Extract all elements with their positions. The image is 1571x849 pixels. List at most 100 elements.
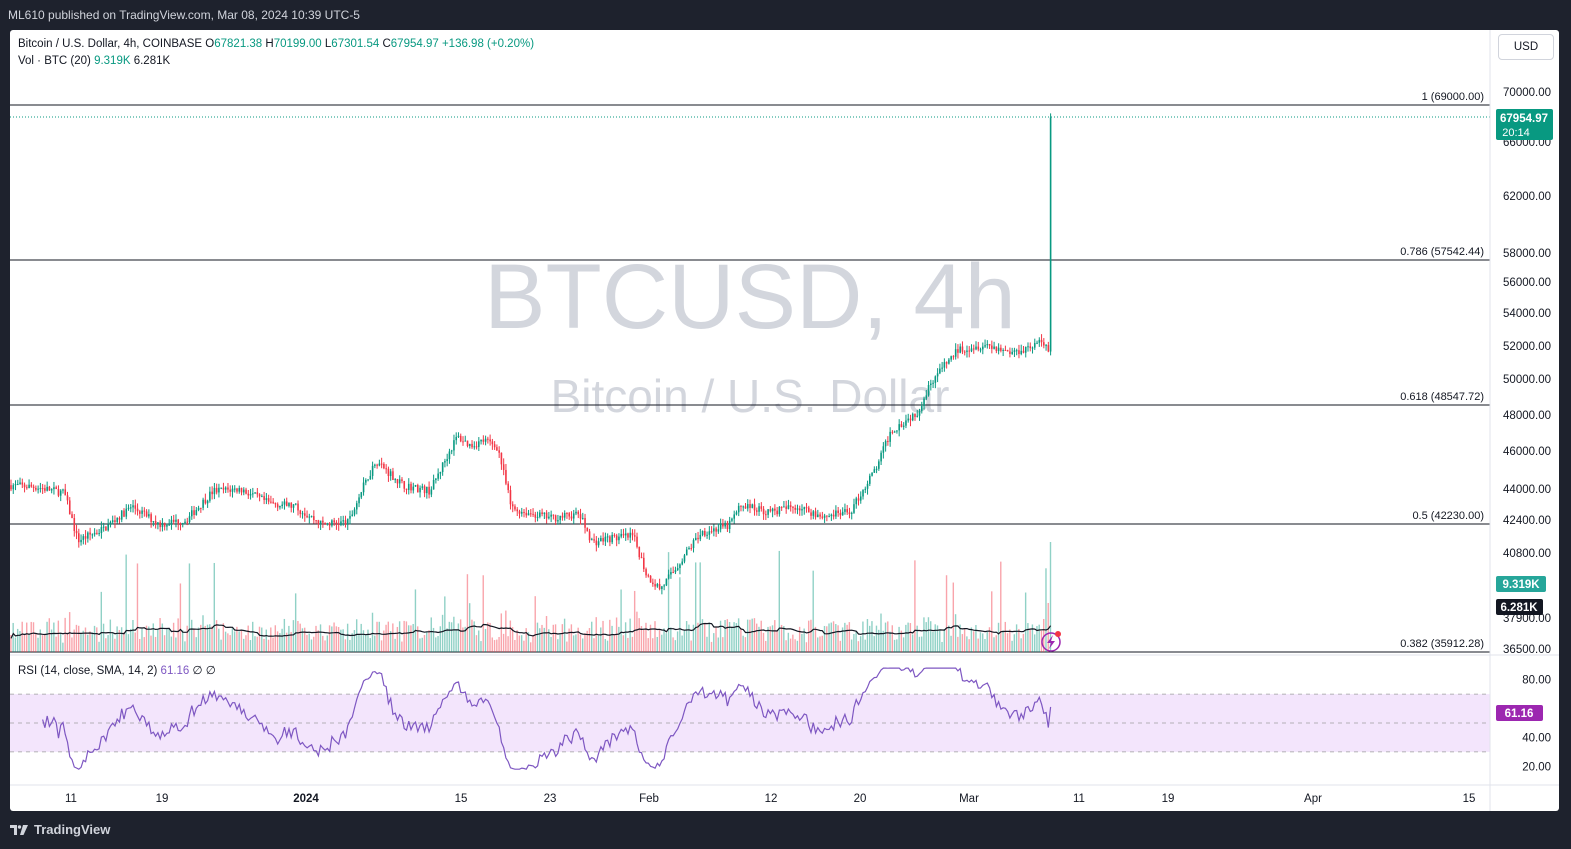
volume-bar <box>367 629 369 652</box>
volume-bar <box>647 638 649 652</box>
volume-bar <box>762 632 765 652</box>
volume-bar <box>254 636 256 652</box>
symbol-label[interactable]: Bitcoin / U.S. Dollar, 4h, COINBASE <box>18 38 203 50</box>
volume-bar <box>507 636 509 652</box>
candle-body <box>132 505 134 508</box>
volume-bar <box>181 630 184 652</box>
currency-button[interactable]: USD <box>1498 34 1554 60</box>
candle-body <box>265 498 268 500</box>
candle-body <box>299 510 302 515</box>
time-tick-label: 23 <box>544 793 557 805</box>
candle-body <box>520 511 523 514</box>
low-label: L <box>324 38 332 50</box>
candle-body <box>349 516 351 519</box>
candle-body <box>59 490 62 496</box>
candle-body <box>148 514 150 517</box>
volume-bar <box>337 627 340 652</box>
candle-body <box>410 483 412 491</box>
volume-bar <box>857 641 860 652</box>
volume-bar <box>206 624 209 652</box>
candle-body <box>882 446 885 453</box>
candle-body <box>826 515 828 517</box>
candle-body <box>975 346 977 350</box>
volume-bar <box>410 625 412 652</box>
candle-body <box>98 533 100 535</box>
candle-body <box>44 488 46 491</box>
volume-bar <box>873 636 875 652</box>
volume-bar <box>963 628 966 652</box>
candle-body <box>394 479 396 481</box>
candle-body <box>498 450 500 453</box>
tradingview-logo[interactable]: TradingView <box>10 822 110 837</box>
candle-body <box>283 501 286 505</box>
volume-bar <box>798 626 801 652</box>
candle-body <box>267 498 270 502</box>
candle-body <box>523 511 525 513</box>
candle-body <box>864 488 867 490</box>
volume-bar <box>830 622 832 652</box>
volume-bar <box>771 625 774 652</box>
volume-bar <box>618 626 620 652</box>
rsi-label[interactable]: RSI (14, close, SMA, 14, 2) <box>18 665 158 677</box>
candle-body <box>832 514 835 517</box>
volume-bar <box>294 593 297 652</box>
volume-bar <box>674 640 677 652</box>
last-price-value: 67954.97 <box>1500 113 1548 125</box>
volume-label[interactable]: Vol · BTC (20) <box>18 55 91 67</box>
candle-body <box>557 520 559 522</box>
candle-body <box>534 514 537 518</box>
volume-bar <box>407 625 410 652</box>
candle-body <box>905 420 907 426</box>
candle-body <box>41 488 44 490</box>
candle-body <box>233 488 236 490</box>
volume-bar <box>923 617 925 652</box>
volume-bar <box>398 621 401 652</box>
candle-body <box>828 516 830 518</box>
volume-bar <box>1018 628 1020 652</box>
time-tick-label: 19 <box>156 793 169 805</box>
volume-bar <box>290 631 292 652</box>
lightning-icon[interactable] <box>1041 631 1061 652</box>
volume-bar <box>945 575 948 652</box>
candle-body <box>252 493 254 495</box>
volume-bar <box>267 639 270 652</box>
candle-body <box>719 524 722 530</box>
candle-body <box>704 530 706 536</box>
candle-body <box>920 406 923 411</box>
volume-bar <box>279 633 281 652</box>
volume-bar <box>785 640 787 652</box>
volume-bar <box>491 637 493 652</box>
volume-bar <box>805 642 808 652</box>
candle-body <box>552 514 555 516</box>
rsi-legend: RSI (14, close, SMA, 14, 2) 61.16 ∅ ∅ <box>18 663 216 677</box>
candle-body <box>509 490 512 505</box>
volume-bar <box>679 577 681 652</box>
close-label: C <box>382 38 391 50</box>
candle-body <box>859 496 862 501</box>
candle-body <box>96 532 98 534</box>
candle-body <box>157 522 159 525</box>
ohlc-row: Bitcoin / U.S. Dollar, 4h, COINBASE O678… <box>18 36 534 53</box>
candle-body <box>830 514 833 517</box>
candle-body <box>355 503 358 510</box>
candle-body <box>30 484 33 487</box>
candle-body <box>710 531 713 533</box>
price-axis[interactable]: 70000.0066000.0062000.0058000.0056000.00… <box>1503 87 1551 773</box>
volume-bar <box>853 634 855 652</box>
volume-bar <box>157 628 159 652</box>
volume-bar <box>331 626 333 652</box>
tradingview-logo-icon <box>10 824 28 835</box>
price-tick-label: 62000.00 <box>1503 191 1551 203</box>
volume-bar <box>717 637 719 652</box>
candle-body <box>579 514 582 519</box>
candle-body <box>676 568 679 571</box>
candle-body <box>869 475 871 484</box>
volume-value: 9.319K <box>94 55 131 67</box>
chart-frame[interactable]: BTCUSD, 4h Bitcoin / U.S. Dollar 1 (6900… <box>10 30 1559 811</box>
chart-canvas[interactable]: BTCUSD, 4h Bitcoin / U.S. Dollar 1 (6900… <box>10 30 1559 811</box>
time-axis[interactable]: 11 19 2024 15 23 Feb 12 20 Mar 11 19 Apr 15 <box>65 793 1475 805</box>
volume-bar <box>360 623 362 652</box>
volume-bar <box>871 621 873 652</box>
high-value: 70199.00 <box>273 38 322 50</box>
volume-bar <box>986 631 988 652</box>
